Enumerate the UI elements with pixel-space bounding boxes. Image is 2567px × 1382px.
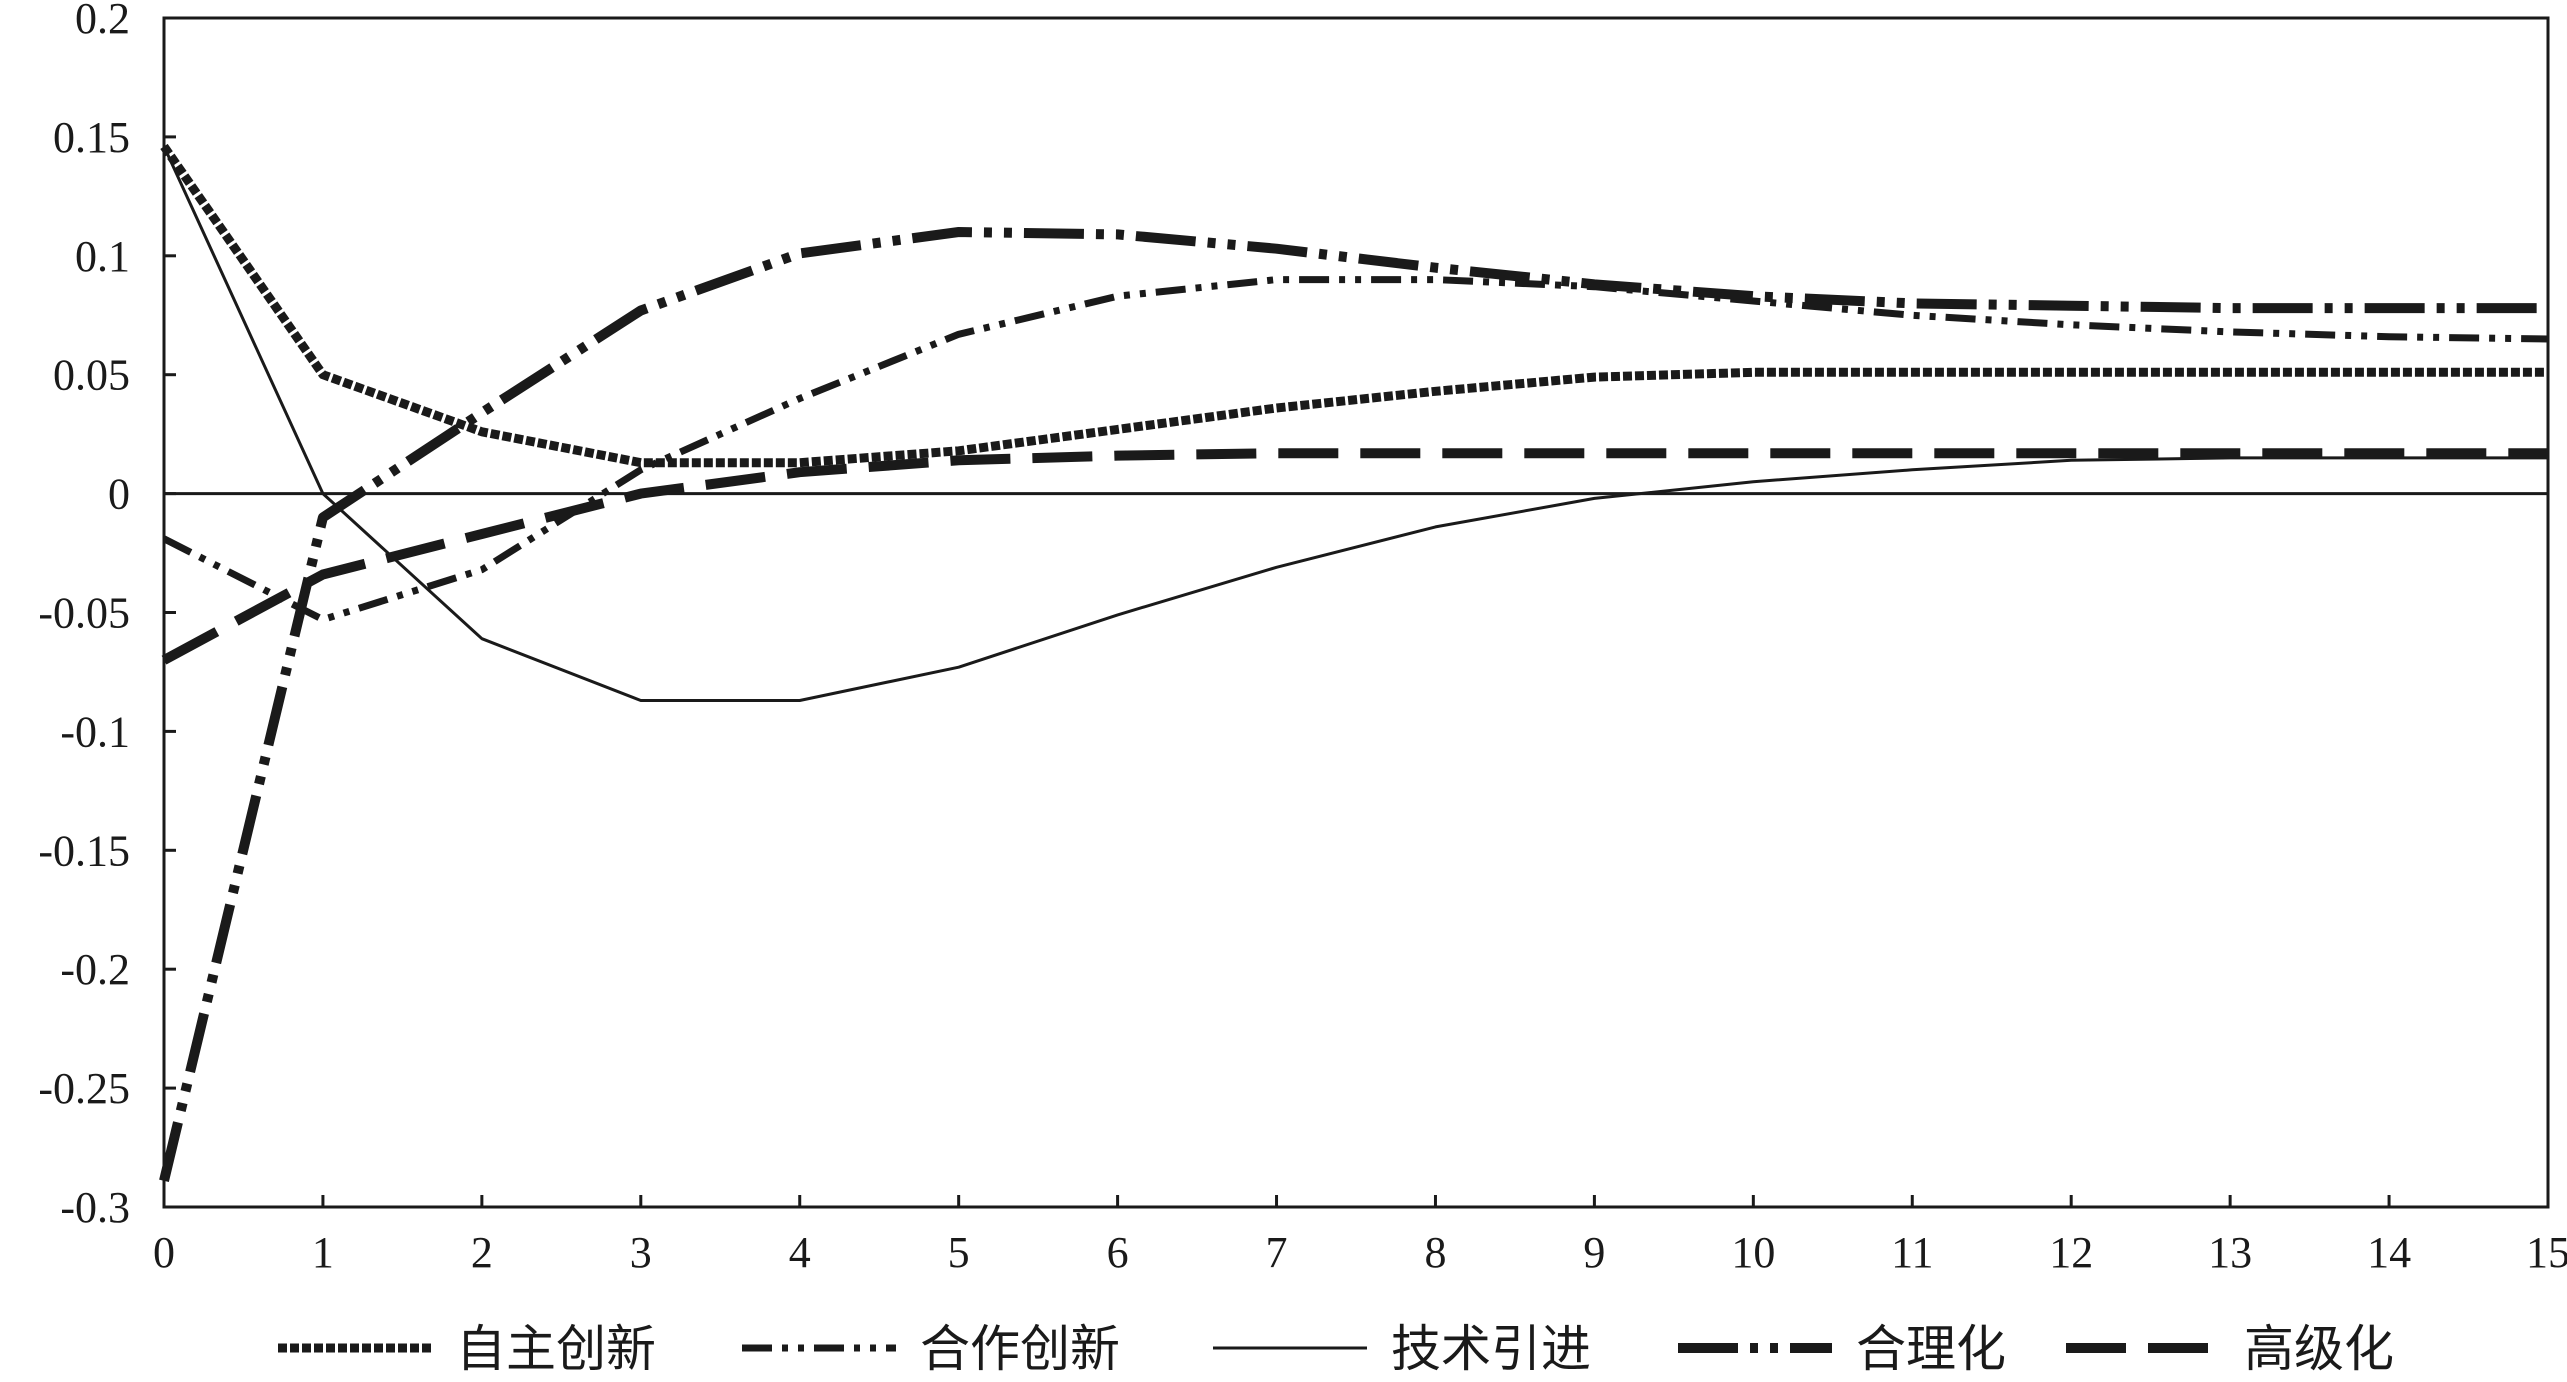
y-tick-label: 0.15 — [53, 113, 130, 162]
legend-label-4: 高级化 — [2244, 1320, 2394, 1377]
x-tick-label: 14 — [2367, 1228, 2411, 1277]
x-tick-label: 0 — [153, 1228, 175, 1277]
x-tick-label: 15 — [2526, 1228, 2567, 1277]
legend-label-3: 合理化 — [1856, 1320, 2006, 1377]
series-line-3 — [159, 227, 2548, 1182]
legend-label-1: 合作创新 — [920, 1320, 1120, 1377]
x-tick-label: 3 — [630, 1228, 652, 1277]
y-tick-label: -0.1 — [60, 707, 130, 756]
x-tick-label: 11 — [1891, 1228, 1933, 1277]
legend-label-2: 技术引进 — [1391, 1320, 1591, 1377]
y-tick-label: -0.25 — [38, 1064, 130, 1113]
x-tick-label: 2 — [471, 1228, 493, 1277]
plot-frame — [162, 16, 2550, 1209]
x-tick-label: 5 — [948, 1228, 970, 1277]
y-tick-label: -0.2 — [60, 945, 130, 994]
series-line-2 — [162, 145, 2548, 702]
x-tick-label: 6 — [1107, 1228, 1129, 1277]
y-tick-label: 0 — [108, 470, 130, 519]
y-tick-label: -0.15 — [38, 826, 130, 875]
legend-label-0: 自主创新 — [456, 1320, 656, 1377]
x-tick-label: 7 — [1266, 1228, 1288, 1277]
y-tick-label: -0.05 — [38, 589, 130, 638]
series-line-1 — [162, 276, 2549, 624]
x-tick-label: 10 — [1731, 1228, 1775, 1277]
x-tick-label: 12 — [2049, 1228, 2093, 1277]
series-line-0 — [160, 143, 2548, 468]
x-tick-label: 4 — [789, 1228, 811, 1277]
x-tick-label: 8 — [1424, 1228, 1446, 1277]
y-tick-label: -0.3 — [60, 1183, 130, 1232]
series-line-4 — [161, 448, 2548, 665]
y-tick-label: 0.2 — [75, 0, 130, 43]
x-tick-label: 13 — [2208, 1228, 2252, 1277]
x-tick-label: 1 — [312, 1228, 334, 1277]
x-tick-label: 9 — [1583, 1228, 1605, 1277]
y-tick-label: 0.05 — [53, 351, 130, 400]
y-tick-label: 0.1 — [75, 232, 130, 281]
